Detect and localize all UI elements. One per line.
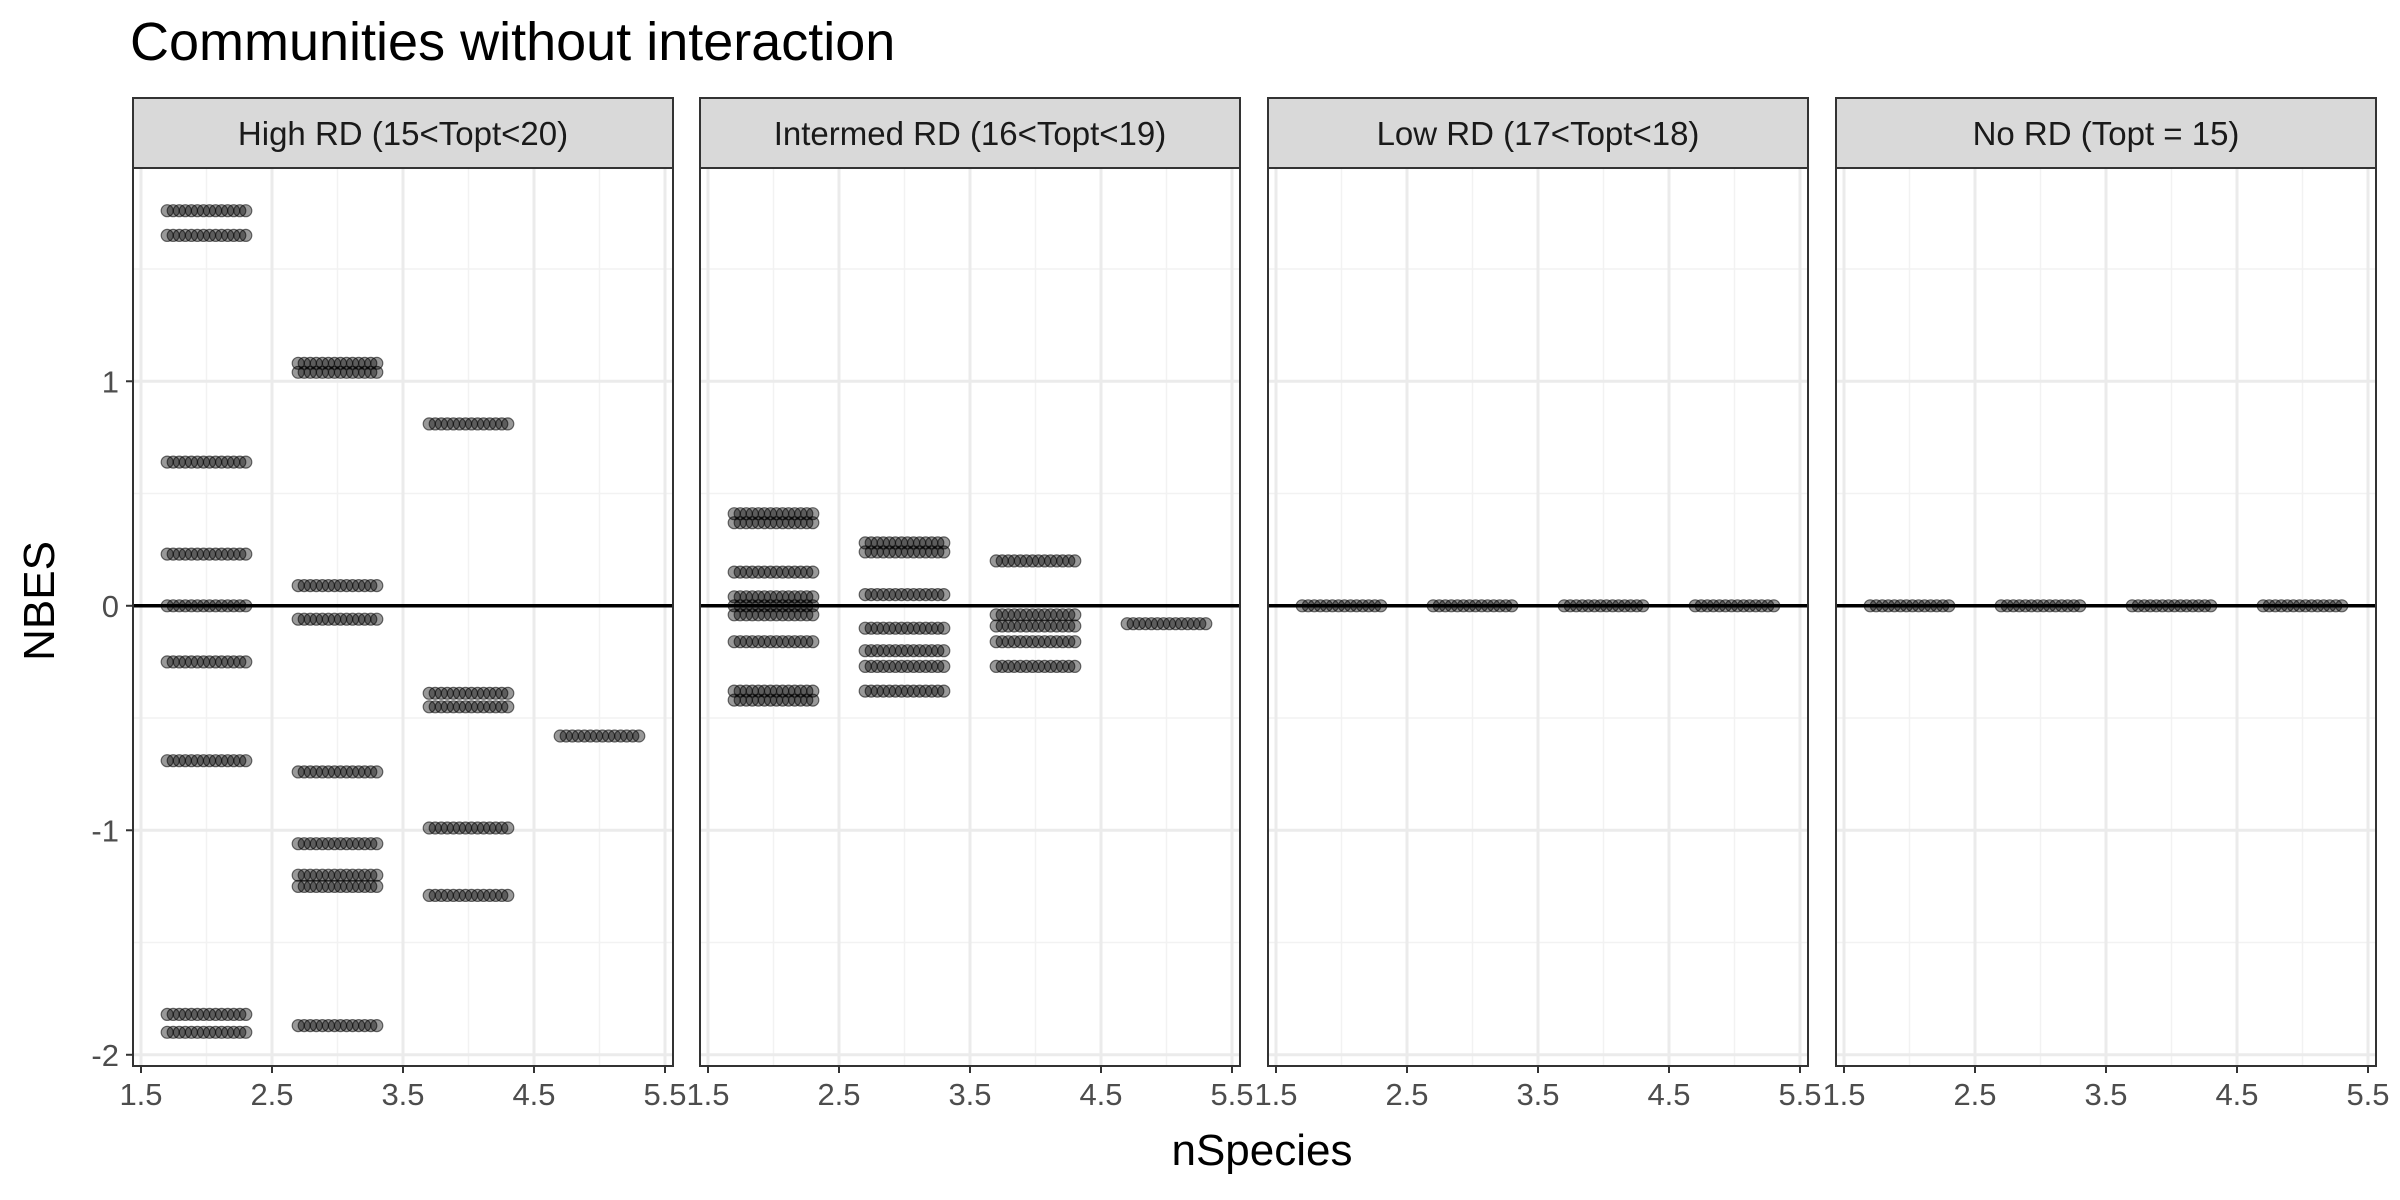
data-point [806, 565, 820, 579]
y-tick-label: -1 [91, 813, 119, 848]
data-point [370, 1018, 384, 1033]
x-tick-label: 3.5 [381, 1077, 424, 1112]
points [160, 204, 646, 1039]
data-point [501, 888, 515, 903]
data-point [370, 356, 384, 370]
x-tick-label: 1.5 [1822, 1077, 1865, 1112]
facet-strip [1835, 97, 2377, 169]
data-point [239, 204, 253, 218]
y-axis-title: NBES [15, 541, 64, 661]
chart-title: Communities without interaction [130, 12, 895, 72]
facet-strip-label: Intermed RD (16<Topt<19) [774, 115, 1167, 152]
data-point [1068, 554, 1082, 568]
x-tick-label: 5.5 [643, 1077, 686, 1112]
x-tick-label: 3.5 [948, 1077, 991, 1112]
x-tick-label: 3.5 [2084, 1077, 2127, 1112]
facet-panels: High RD (15<Topt<20)1.5 2.5 3.5 4.5 5.5Inter… [119, 97, 2390, 1112]
x-tick-label: 2.5 [1953, 1077, 1996, 1112]
x-tick-label: 5.5 [2346, 1077, 2389, 1112]
facet-panel: Intermed RD (16<Topt<19) 1.5 2.5 3.5 4.5 5.5 [686, 97, 1254, 1112]
data-point [806, 693, 820, 707]
facet-strip-label: Low RD (17<Topt<18) [1377, 115, 1700, 152]
data-point [937, 587, 951, 602]
data-point [806, 507, 820, 521]
data-point [937, 659, 951, 674]
data-point [370, 578, 384, 593]
data-point [239, 655, 253, 669]
data-point [937, 536, 951, 550]
data-point [370, 868, 384, 882]
facet-strip-label: High RD (15<Topt<20) [238, 115, 568, 152]
data-point [806, 590, 820, 604]
x-tick-label: 3.5 [1516, 1077, 1559, 1112]
x-tick-label: 5.5 [1210, 1077, 1253, 1112]
y-tick-label: 1 [102, 364, 119, 399]
data-point [806, 516, 820, 530]
y-axis: -2 -1 0 1 [91, 364, 133, 1073]
data-point [239, 1007, 253, 1022]
x-tick-label: 4.5 [1647, 1077, 1690, 1112]
data-point [1068, 635, 1082, 649]
data-point [1068, 659, 1082, 674]
data-point [1068, 608, 1082, 622]
data-point [239, 754, 253, 768]
x-tick-label: 1.5 [1254, 1077, 1297, 1112]
data-point [501, 417, 515, 431]
data-point [937, 644, 951, 658]
facet-panel: High RD (15<Topt<20) 1.5 2.5 3.5 4.5 5.5 [119, 97, 687, 1112]
facet-strip [699, 97, 1241, 169]
data-point [937, 621, 951, 635]
data-point [239, 228, 253, 242]
facet-panel: No RD (Topt = 15) 1.5 2.5 3.5 4.5 5.5 [1822, 97, 2390, 1112]
data-point [239, 547, 253, 561]
data-point [370, 365, 384, 379]
x-tick-label: 2.5 [1385, 1077, 1428, 1112]
facet-panel: Low RD (17<Topt<18) 1.5 2.5 3.5 4.5 5.5 [1254, 97, 1822, 1112]
data-point [239, 1025, 253, 1039]
data-point [937, 684, 951, 698]
facet-strip-label: No RD (Topt = 15) [1973, 115, 2240, 152]
data-point [370, 612, 384, 626]
points [727, 507, 1213, 707]
facet-strip [132, 97, 674, 169]
x-axis-title: nSpecies [1171, 1126, 1352, 1175]
x-tick-label: 4.5 [512, 1077, 555, 1112]
data-point [370, 837, 384, 851]
x-tick-label: 1.5 [119, 1077, 162, 1112]
x-tick-label: 2.5 [250, 1077, 293, 1112]
y-tick-label: 0 [102, 589, 119, 624]
x-tick-label: 4.5 [2215, 1077, 2258, 1112]
data-point [806, 684, 820, 698]
data-point [501, 700, 515, 714]
data-point [806, 608, 820, 622]
data-point [632, 729, 646, 743]
data-point [501, 686, 515, 700]
data-point [806, 635, 820, 649]
x-tick-label: 1.5 [686, 1077, 729, 1112]
x-tick-label: 5.5 [1778, 1077, 1821, 1112]
data-point [937, 545, 951, 559]
data-point [370, 765, 384, 779]
x-tick-label: 4.5 [1079, 1077, 1122, 1112]
data-point [501, 821, 515, 835]
y-tick-label: -2 [91, 1038, 119, 1073]
data-point [239, 455, 253, 469]
data-point [1199, 617, 1213, 631]
data-point [1068, 619, 1082, 633]
x-tick-label: 2.5 [817, 1077, 860, 1112]
data-point [370, 879, 384, 894]
